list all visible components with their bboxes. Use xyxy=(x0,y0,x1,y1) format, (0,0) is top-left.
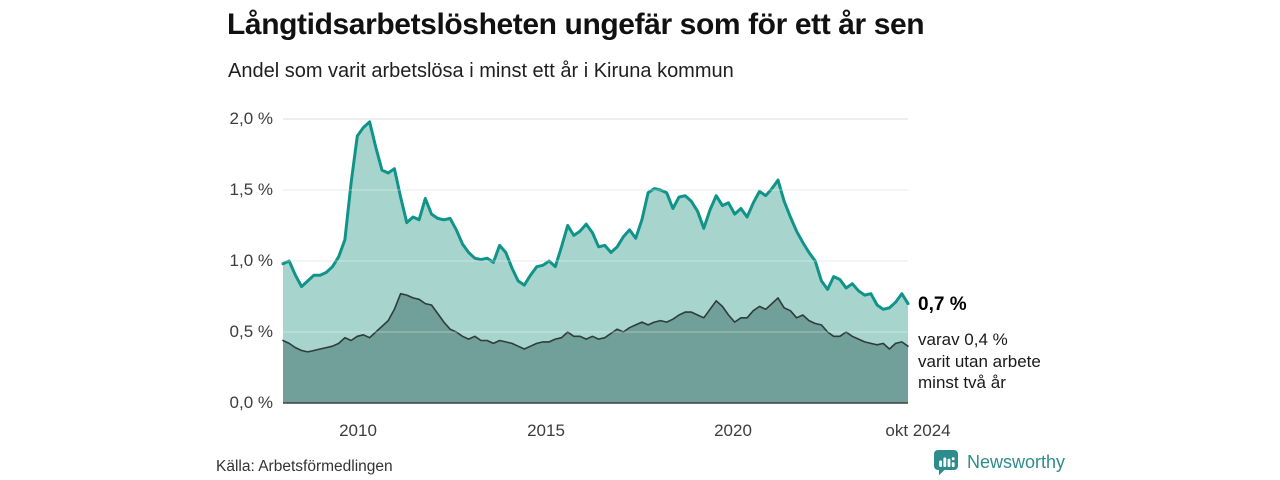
y-axis-tick-label: 0,0 % xyxy=(229,393,273,412)
y-axis-tick-label: 1,0 % xyxy=(229,251,273,270)
y-axis-tick-label: 0,5 % xyxy=(229,322,273,341)
latest-detail-line: varit utan arbete xyxy=(918,351,1041,371)
latest-detail-line: minst två år xyxy=(918,373,1006,392)
brand-name: Newsworthy xyxy=(967,452,1066,472)
latest-value-label: 0,7 % xyxy=(918,294,967,315)
latest-value-detail: varav 0,4 % varit utan arbete minst två … xyxy=(918,329,1041,394)
page-title: Långtidsarbetslösheten ungefär som för e… xyxy=(227,8,925,41)
latest-detail-line: varav 0,4 % xyxy=(918,330,1008,349)
x-axis-tick-label: okt 2024 xyxy=(885,421,951,440)
area-chart xyxy=(281,118,910,404)
bar-chart-speech-bubble-icon xyxy=(933,449,959,476)
x-axis-tick-label: 2015 xyxy=(527,421,565,440)
page-subtitle: Andel som varit arbetslösa i minst ett å… xyxy=(228,60,734,82)
brand-logo[interactable]: Newsworthy xyxy=(933,449,1065,476)
x-axis-tick-label: 2020 xyxy=(714,421,752,440)
source-note: Källa: Arbetsförmedlingen xyxy=(216,458,393,475)
y-axis-tick-label: 1,5 % xyxy=(229,180,273,199)
x-axis-tick-label: 2010 xyxy=(339,421,377,440)
y-axis-tick-label: 2,0 % xyxy=(229,109,273,128)
